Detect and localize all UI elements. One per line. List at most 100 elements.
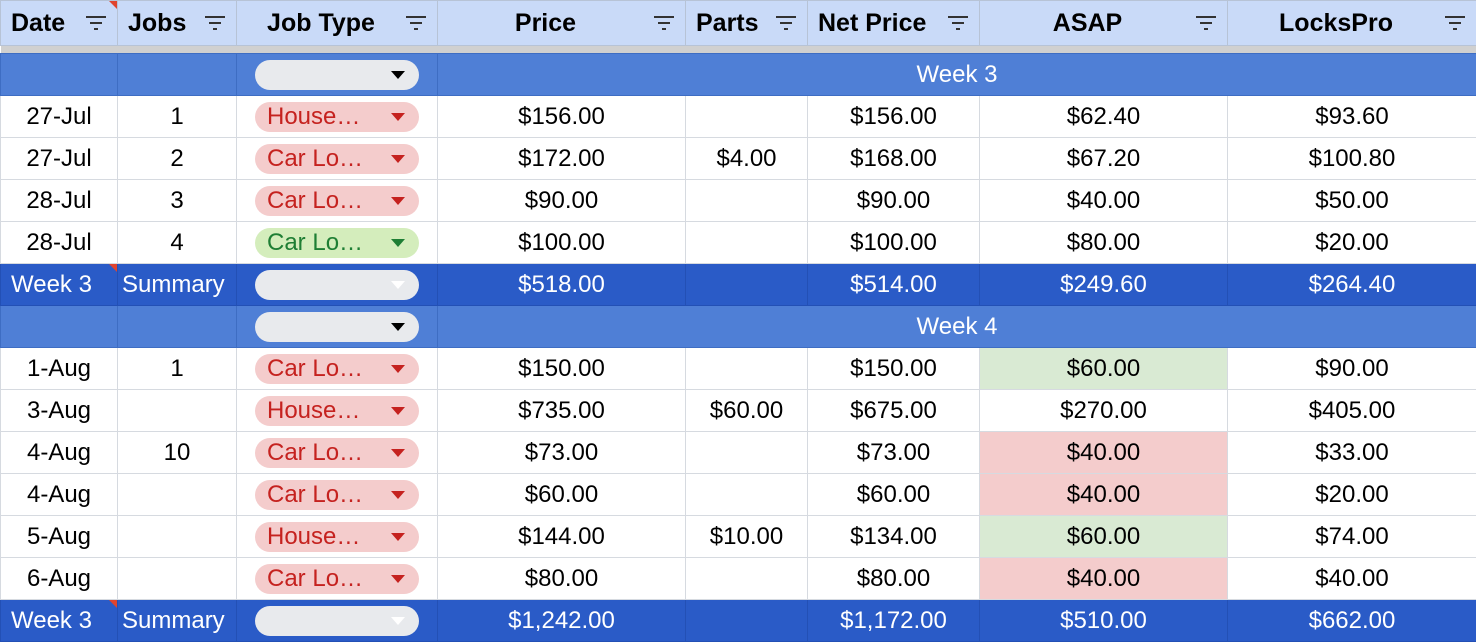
net-price-cell[interactable]: $150.00 <box>808 348 980 390</box>
price-cell[interactable]: $156.00 <box>438 96 686 138</box>
filter-icon[interactable] <box>204 14 226 32</box>
net-price-cell[interactable]: $60.00 <box>808 474 980 516</box>
job-type-cell[interactable]: Car Lo… <box>237 222 438 264</box>
jobs-cell[interactable]: 1 <box>118 348 237 390</box>
lockspro-cell[interactable]: $74.00 <box>1228 516 1476 558</box>
date-cell[interactable]: 6-Aug <box>1 558 118 600</box>
summary-lockspro[interactable]: $662.00 <box>1228 600 1476 642</box>
week-title[interactable]: Week 3 <box>438 54 1476 96</box>
summary-net-price[interactable]: $1,172.00 <box>808 600 980 642</box>
filter-icon[interactable] <box>947 14 969 32</box>
job-type-dropdown-cell[interactable] <box>237 600 438 642</box>
date-cell[interactable]: 28-Jul <box>1 222 118 264</box>
summary-asap[interactable]: $510.00 <box>980 600 1228 642</box>
summary-net-price[interactable]: $514.00 <box>808 264 980 306</box>
job-type-chip[interactable]: Car Lo… <box>255 144 419 174</box>
job-type-dropdown-cell[interactable] <box>237 54 438 96</box>
lockspro-cell[interactable]: $405.00 <box>1228 390 1476 432</box>
jobs-cell[interactable] <box>118 516 237 558</box>
job-type-chip[interactable]: Car Lo… <box>255 438 419 468</box>
price-cell[interactable]: $144.00 <box>438 516 686 558</box>
jobs-cell[interactable] <box>118 558 237 600</box>
asap-cell[interactable]: $40.00 <box>980 558 1228 600</box>
jobs-cell[interactable]: 3 <box>118 180 237 222</box>
price-cell[interactable]: $80.00 <box>438 558 686 600</box>
asap-cell[interactable]: $60.00 <box>980 348 1228 390</box>
net-price-cell[interactable]: $675.00 <box>808 390 980 432</box>
lockspro-cell[interactable]: $20.00 <box>1228 474 1476 516</box>
date-cell[interactable]: 27-Jul <box>1 138 118 180</box>
summary-parts[interactable] <box>686 600 808 642</box>
header-asap[interactable]: ASAP <box>980 1 1228 46</box>
job-type-cell[interactable]: House… <box>237 96 438 138</box>
asap-cell[interactable]: $80.00 <box>980 222 1228 264</box>
summary-lockspro[interactable]: $264.40 <box>1228 264 1476 306</box>
net-price-cell[interactable]: $156.00 <box>808 96 980 138</box>
price-cell[interactable]: $90.00 <box>438 180 686 222</box>
parts-cell[interactable]: $60.00 <box>686 390 808 432</box>
cell[interactable] <box>118 54 237 96</box>
date-cell[interactable]: 1-Aug <box>1 348 118 390</box>
job-type-chip[interactable]: Car Lo… <box>255 186 419 216</box>
job-type-dropdown-cell[interactable] <box>237 264 438 306</box>
filter-icon[interactable] <box>85 14 107 32</box>
job-type-dropdown-cell[interactable] <box>237 306 438 348</box>
parts-cell[interactable] <box>686 348 808 390</box>
header-parts[interactable]: Parts <box>686 1 808 46</box>
date-cell[interactable]: 5-Aug <box>1 516 118 558</box>
asap-cell[interactable]: $40.00 <box>980 432 1228 474</box>
filter-icon[interactable] <box>1444 14 1466 32</box>
net-price-cell[interactable]: $80.00 <box>808 558 980 600</box>
job-type-chip[interactable]: Car Lo… <box>255 354 419 384</box>
job-type-dropdown[interactable] <box>255 606 419 636</box>
summary-parts[interactable] <box>686 264 808 306</box>
header-date[interactable]: Date <box>1 1 118 46</box>
cell[interactable] <box>1 306 118 348</box>
job-type-dropdown[interactable] <box>255 270 419 300</box>
week-title[interactable]: Week 4 <box>438 306 1476 348</box>
price-cell[interactable]: $735.00 <box>438 390 686 432</box>
lockspro-cell[interactable]: $20.00 <box>1228 222 1476 264</box>
jobs-cell[interactable]: 10 <box>118 432 237 474</box>
jobs-cell[interactable]: 1 <box>118 96 237 138</box>
job-type-cell[interactable]: Car Lo… <box>237 138 438 180</box>
price-cell[interactable]: $150.00 <box>438 348 686 390</box>
job-type-dropdown[interactable] <box>255 60 419 90</box>
date-cell[interactable]: 4-Aug <box>1 474 118 516</box>
parts-cell[interactable]: $10.00 <box>686 516 808 558</box>
job-type-chip[interactable]: Car Lo… <box>255 564 419 594</box>
price-cell[interactable]: $100.00 <box>438 222 686 264</box>
job-type-cell[interactable]: House… <box>237 516 438 558</box>
job-type-chip[interactable]: House… <box>255 522 419 552</box>
net-price-cell[interactable]: $134.00 <box>808 516 980 558</box>
job-type-cell[interactable]: Car Lo… <box>237 180 438 222</box>
job-type-chip[interactable]: Car Lo… <box>255 228 419 258</box>
asap-cell[interactable]: $62.40 <box>980 96 1228 138</box>
asap-cell[interactable]: $270.00 <box>980 390 1228 432</box>
parts-cell[interactable] <box>686 180 808 222</box>
parts-cell[interactable] <box>686 96 808 138</box>
summary-price[interactable]: $518.00 <box>438 264 686 306</box>
header-job-type[interactable]: Job Type <box>237 1 438 46</box>
summary-asap[interactable]: $249.60 <box>980 264 1228 306</box>
net-price-cell[interactable]: $90.00 <box>808 180 980 222</box>
summary-label-cell[interactable]: Summary <box>118 600 237 642</box>
lockspro-cell[interactable]: $33.00 <box>1228 432 1476 474</box>
jobs-cell[interactable]: 2 <box>118 138 237 180</box>
cell[interactable] <box>118 306 237 348</box>
summary-label-cell[interactable]: Week 3 <box>1 600 118 642</box>
header-jobs[interactable]: Jobs <box>118 1 237 46</box>
parts-cell[interactable]: $4.00 <box>686 138 808 180</box>
filter-icon[interactable] <box>775 14 797 32</box>
job-type-cell[interactable]: Car Lo… <box>237 432 438 474</box>
cell[interactable] <box>1 54 118 96</box>
net-price-cell[interactable]: $73.00 <box>808 432 980 474</box>
price-cell[interactable]: $172.00 <box>438 138 686 180</box>
asap-cell[interactable]: $60.00 <box>980 516 1228 558</box>
header-lockspro[interactable]: LocksPro <box>1228 1 1476 46</box>
net-price-cell[interactable]: $168.00 <box>808 138 980 180</box>
summary-price[interactable]: $1,242.00 <box>438 600 686 642</box>
job-type-cell[interactable]: House… <box>237 390 438 432</box>
job-type-cell[interactable]: Car Lo… <box>237 474 438 516</box>
summary-label-cell[interactable]: Week 3 <box>1 264 118 306</box>
